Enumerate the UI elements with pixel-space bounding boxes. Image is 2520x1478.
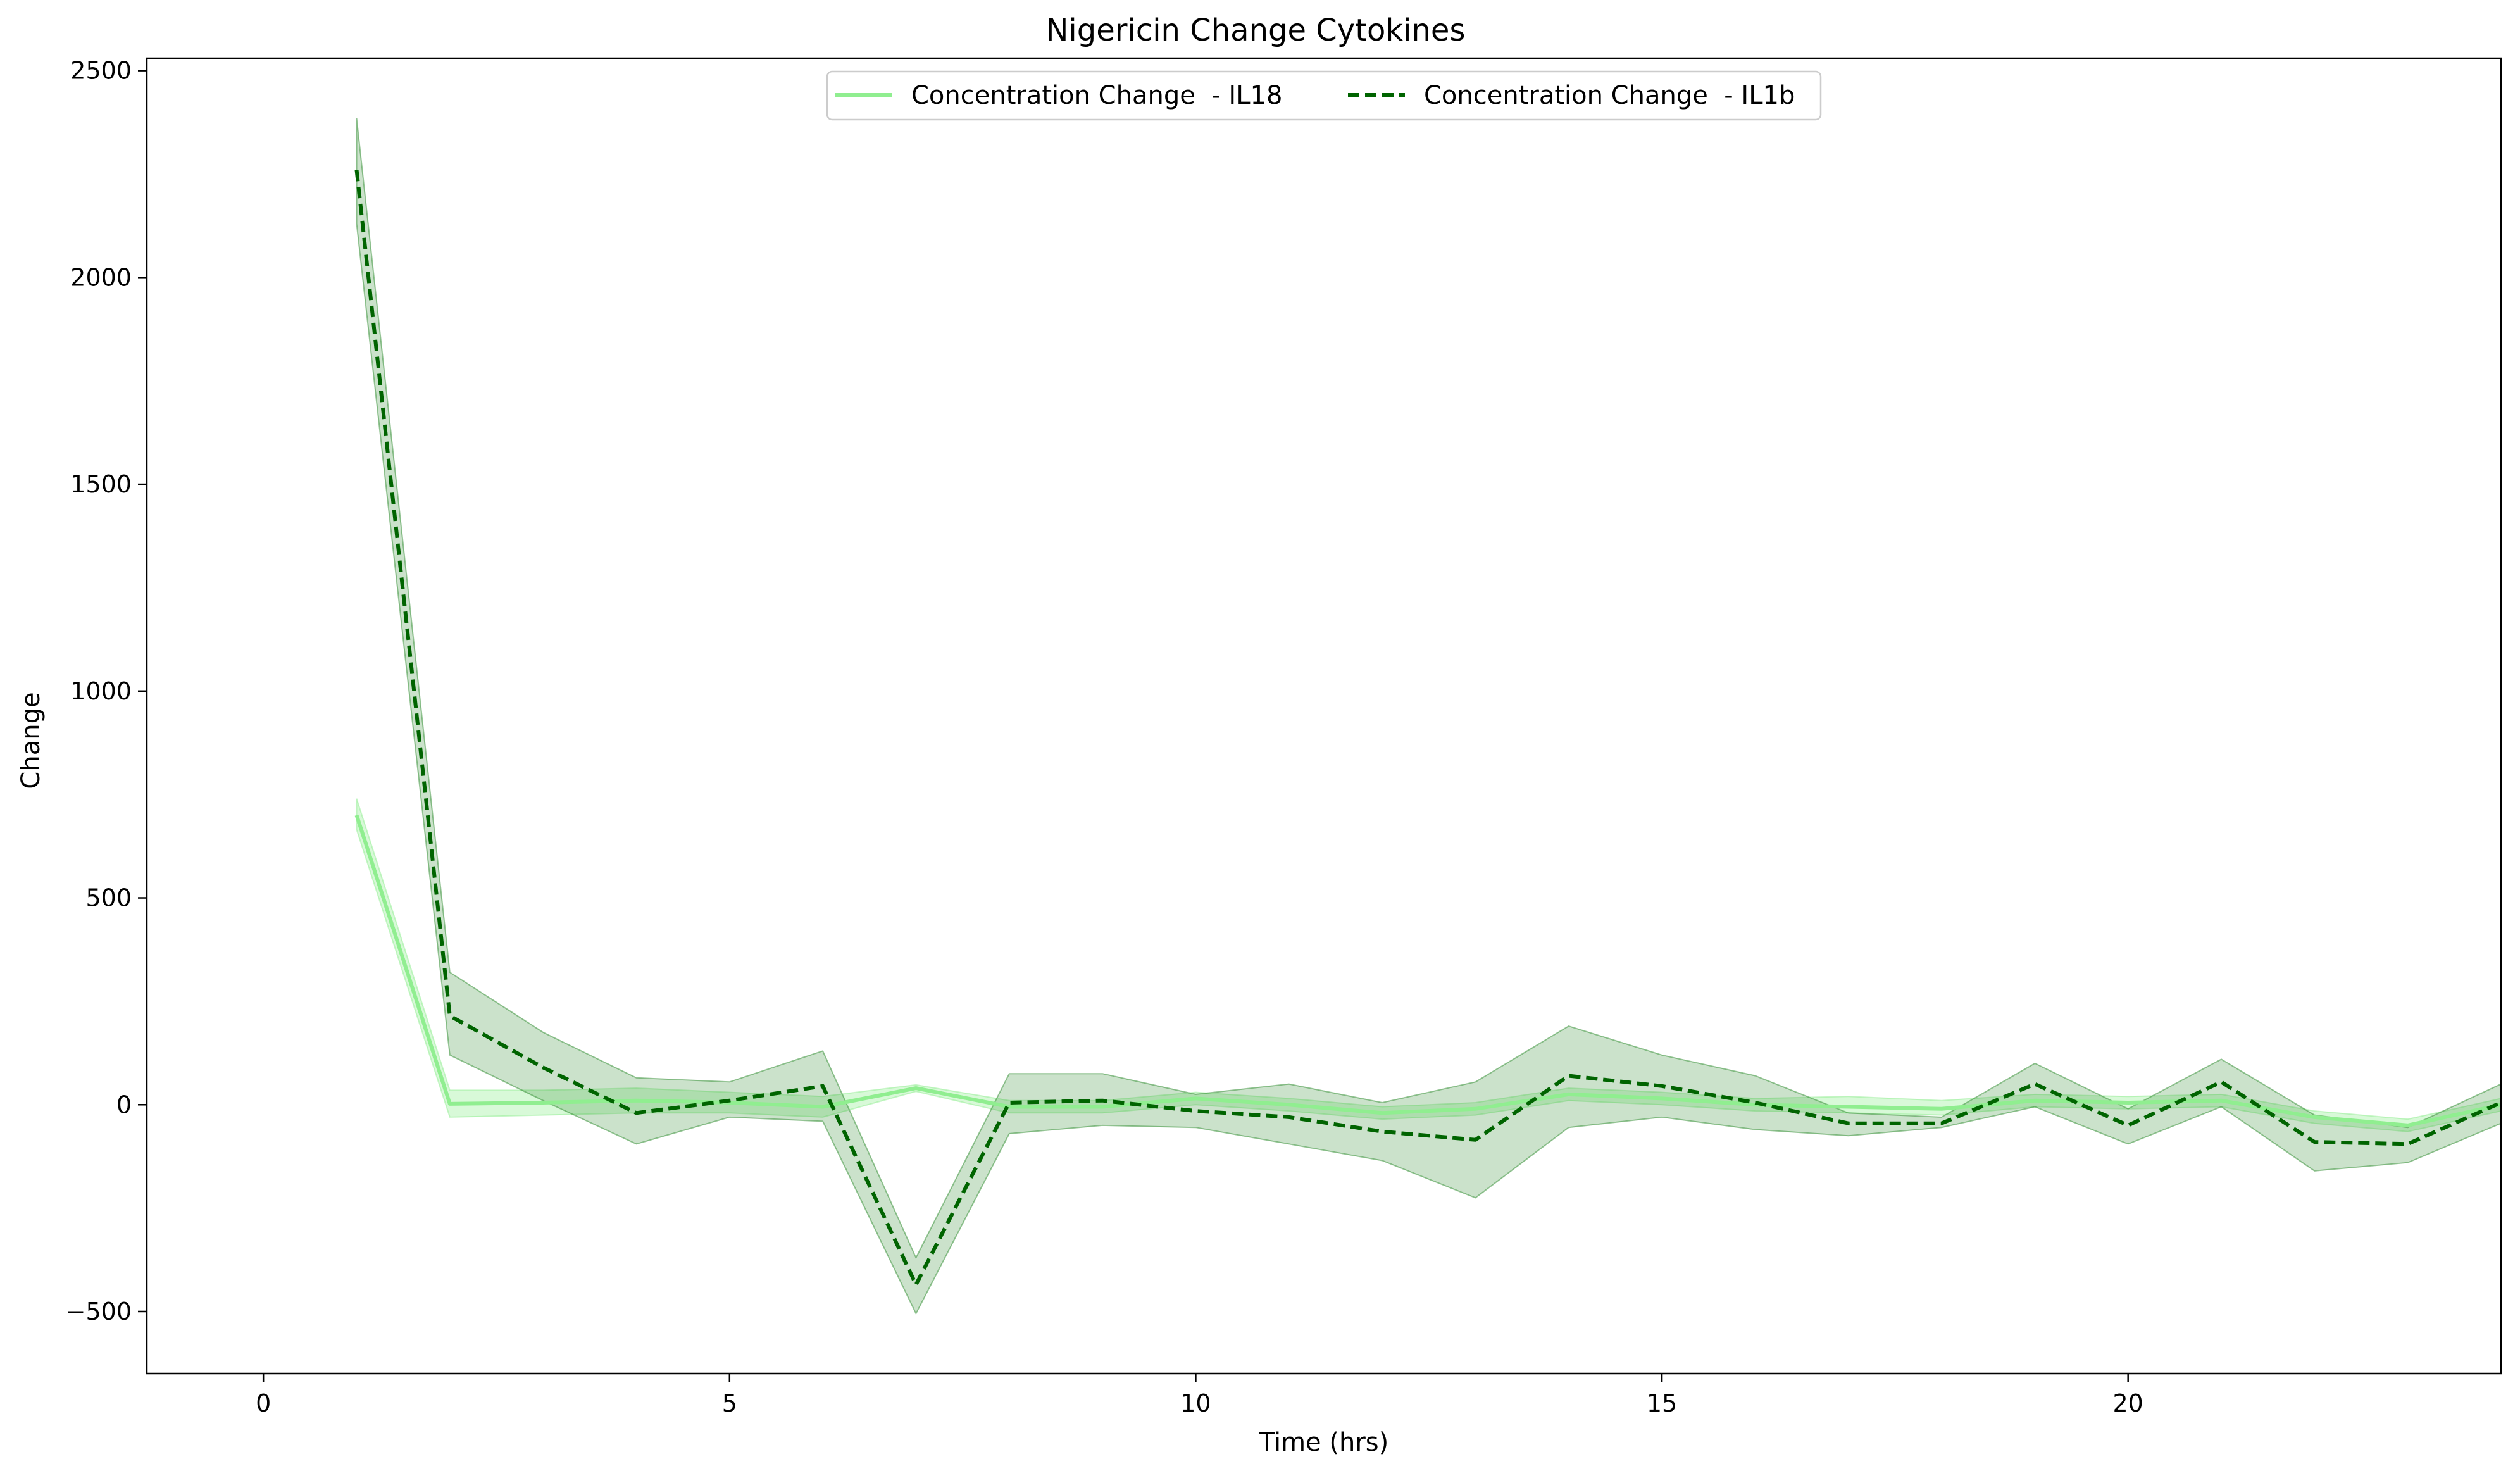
legend-label-il18: Concentration Change - IL18 [911,81,1282,110]
legend-label-il1b: Concentration Change - IL1b [1424,81,1795,110]
y-tick-label: 2000 [70,263,132,291]
y-tick-label: −500 [66,1298,132,1325]
y-tick-label: 2500 [70,57,132,85]
x-tick-label: 5 [722,1389,737,1417]
x-tick-label: 15 [1647,1389,1677,1417]
legend[interactable]: Concentration Change - IL18 Concentratio… [826,70,1822,121]
legend-box [826,70,1822,121]
y-axis-label: Change [16,692,46,789]
x-tick-label: 10 [1180,1389,1211,1417]
y-tick-label: 0 [116,1091,132,1118]
x-axis-label: Time (hrs) [1259,1428,1388,1457]
y-tick-label: 1000 [70,677,132,705]
y-axis: −500 0 500 1000 1500 2000 2500 [66,57,147,1325]
x-tick-label: 20 [2113,1389,2143,1417]
plot-frame [146,57,2502,1375]
series-line-concentration-change-il18 [354,814,2502,1127]
chart-title: Nigericin Change Cytokines [1046,13,1466,48]
series-lines [354,170,2502,1287]
series-line-concentration-change-il1b [354,170,2502,1287]
y-tick-label: 500 [85,884,132,912]
y-tick-label: 1500 [70,470,132,498]
x-axis: 0 5 10 15 20 [256,1374,2143,1417]
x-tick-label: 0 [256,1389,271,1417]
